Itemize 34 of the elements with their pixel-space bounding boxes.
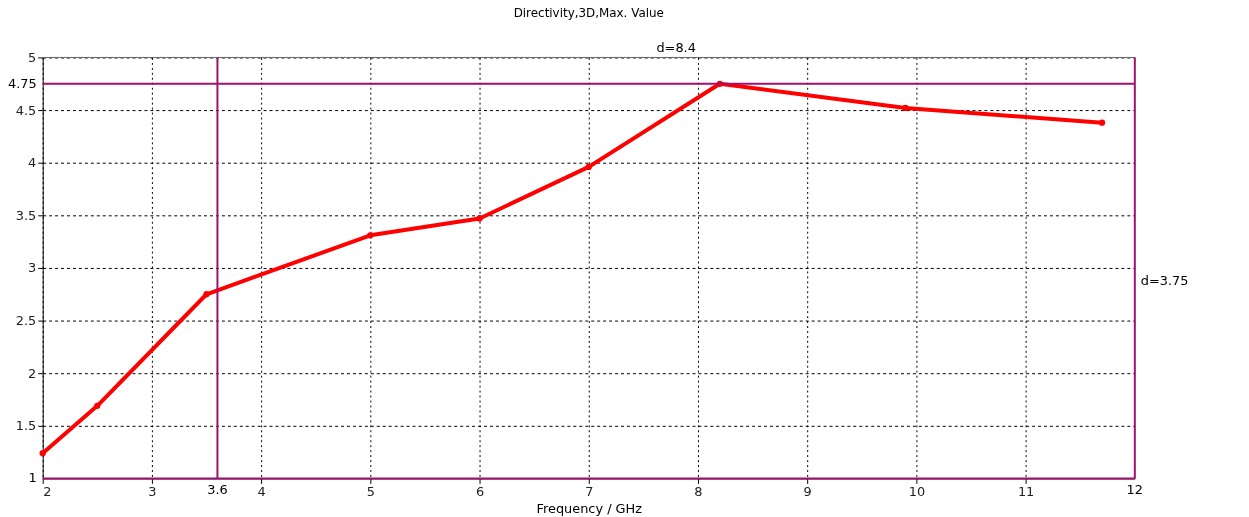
y-tick-label: 1.5 [15,418,37,434]
y-tick-label: 4 [28,155,37,171]
ref-line-label: 12 [1126,482,1144,498]
chart-title: Directivity,3D,Max. Value [513,5,664,20]
y-tick-label: 3.5 [15,207,37,223]
point [902,104,909,112]
ref-line-label: 3.6 [207,482,228,498]
ref-line-label: 1 [28,470,37,486]
x-tick-label: 5 [366,483,375,499]
point [367,232,374,239]
point [585,163,592,171]
x-tick-label: 7 [585,483,594,499]
y-tick-label: 3 [28,260,37,276]
ref-line-label: 4.75 [8,75,37,91]
point [1098,119,1106,126]
y-tick-label: 2.5 [15,313,37,329]
y-tick-label: 2 [28,365,37,381]
point [203,291,210,298]
x-tick-label: 6 [475,483,485,499]
y-tick-label: 5 [28,49,37,65]
y-tick-label: 4.5 [15,102,37,118]
text: d=3.75 [1140,272,1189,288]
text: d=8.4 [656,39,696,55]
x-tick-label: 4 [257,483,266,499]
point [39,450,46,457]
x-tick-label: 2 [43,483,52,499]
point [476,215,483,222]
x-tick-label: 10 [908,483,926,499]
x-axis-title: Frequency / GHz [536,500,643,516]
point [94,402,101,409]
x-tick-label: 11 [1017,483,1035,499]
x-tick-label: 9 [803,483,812,499]
x-tick-label: 3 [148,483,157,499]
x-tick-label: 8 [694,483,703,499]
